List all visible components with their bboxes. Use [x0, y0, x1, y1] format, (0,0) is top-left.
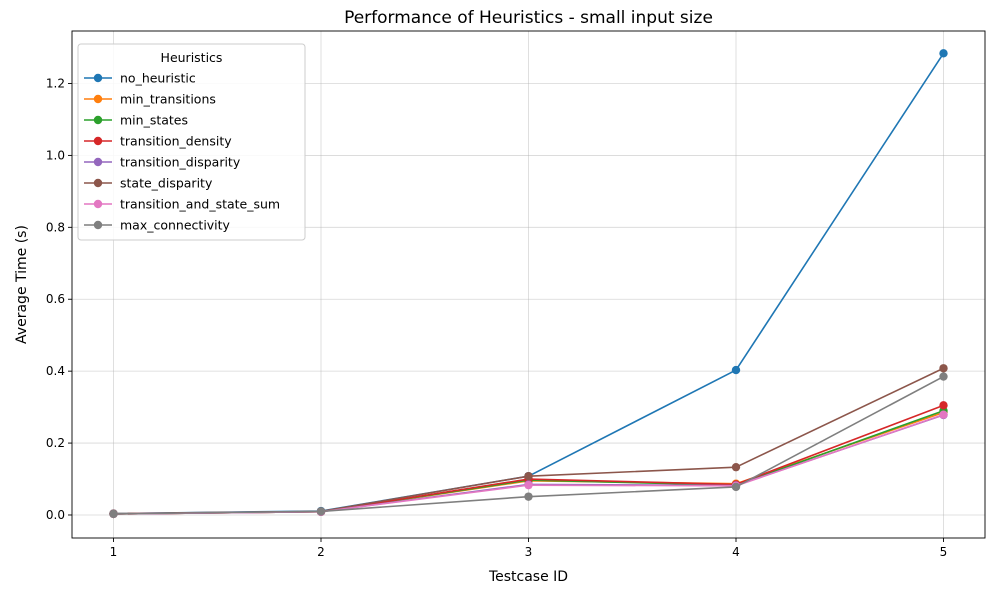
y-tick-label: 1.2	[46, 76, 65, 90]
data-point	[939, 410, 948, 419]
legend-item-transition_density: transition_density	[84, 134, 232, 149]
data-point	[939, 364, 948, 373]
y-tick-label: 0.4	[46, 364, 65, 378]
legend-label: no_heuristic	[120, 71, 196, 86]
x-tick-label: 4	[732, 545, 740, 559]
x-tick-label: 1	[110, 545, 118, 559]
data-point	[939, 401, 948, 410]
y-axis-label: Average Time (s)	[14, 225, 30, 344]
data-point	[731, 482, 741, 492]
legend-title: Heuristics	[161, 50, 223, 65]
legend-label: min_transitions	[120, 92, 216, 107]
legend-item-max_connectivity: max_connectivity	[84, 218, 231, 233]
legend: Heuristics no_heuristic min_transitionsmin…	[77, 43, 306, 241]
legend-label: transition_disparity	[120, 155, 241, 170]
y-tick-label: 1.0	[46, 148, 65, 162]
data-point	[109, 509, 118, 519]
x-axis-label: Testcase ID	[488, 569, 568, 585]
legend-label: transition_and_state_sum	[120, 197, 280, 212]
legend-label: transition_density	[120, 134, 232, 149]
x-tick-label: 5	[940, 545, 948, 559]
legend-item-transition_and_state_sum: transition_and_state_sum	[84, 197, 280, 212]
data-point	[524, 471, 533, 481]
data-point	[939, 372, 948, 381]
data-point	[731, 462, 741, 472]
legend-label: max_connectivity	[120, 218, 231, 233]
series-layer	[109, 49, 948, 519]
axes: 1 2 3 4 5 0.0 0.2 0.4 0.6 0.8 1.0 1.2	[46, 76, 947, 559]
legend-item-min_states: min_states	[84, 113, 188, 128]
y-tick-label: 0.6	[46, 292, 65, 306]
legend-marker	[93, 136, 103, 146]
legend-marker	[93, 178, 103, 188]
data-point	[316, 507, 326, 516]
series-max_connectivity	[109, 372, 948, 519]
data-point	[731, 365, 741, 375]
legend-item-state_disparity: state_disparity	[84, 176, 213, 191]
y-tick-label: 0.2	[46, 436, 65, 450]
legend-item-min_transitions: min_transitions	[84, 92, 216, 107]
legend-label: min_states	[120, 113, 188, 128]
legend-marker	[93, 73, 103, 83]
legend-label: state_disparity	[120, 176, 213, 191]
legend-marker	[93, 94, 103, 104]
x-tick-label: 2	[317, 545, 325, 559]
legend-marker	[93, 115, 103, 125]
legend-marker	[93, 157, 103, 167]
y-tick-label: 0.0	[46, 508, 65, 522]
legend-box	[77, 43, 306, 241]
data-point	[939, 49, 948, 58]
chart-title: Performance of Heuristics - small input …	[344, 8, 713, 28]
y-tick-label: 0.8	[46, 220, 65, 234]
grid	[72, 31, 985, 538]
legend-marker	[93, 199, 103, 209]
legend-item-transition_disparity: transition_disparity	[84, 155, 241, 170]
legend-marker	[93, 220, 103, 230]
legend-item-no_heuristic: no_heuristic	[84, 71, 196, 86]
data-point	[524, 492, 533, 501]
data-point	[524, 480, 533, 490]
x-tick-label: 3	[525, 545, 533, 559]
